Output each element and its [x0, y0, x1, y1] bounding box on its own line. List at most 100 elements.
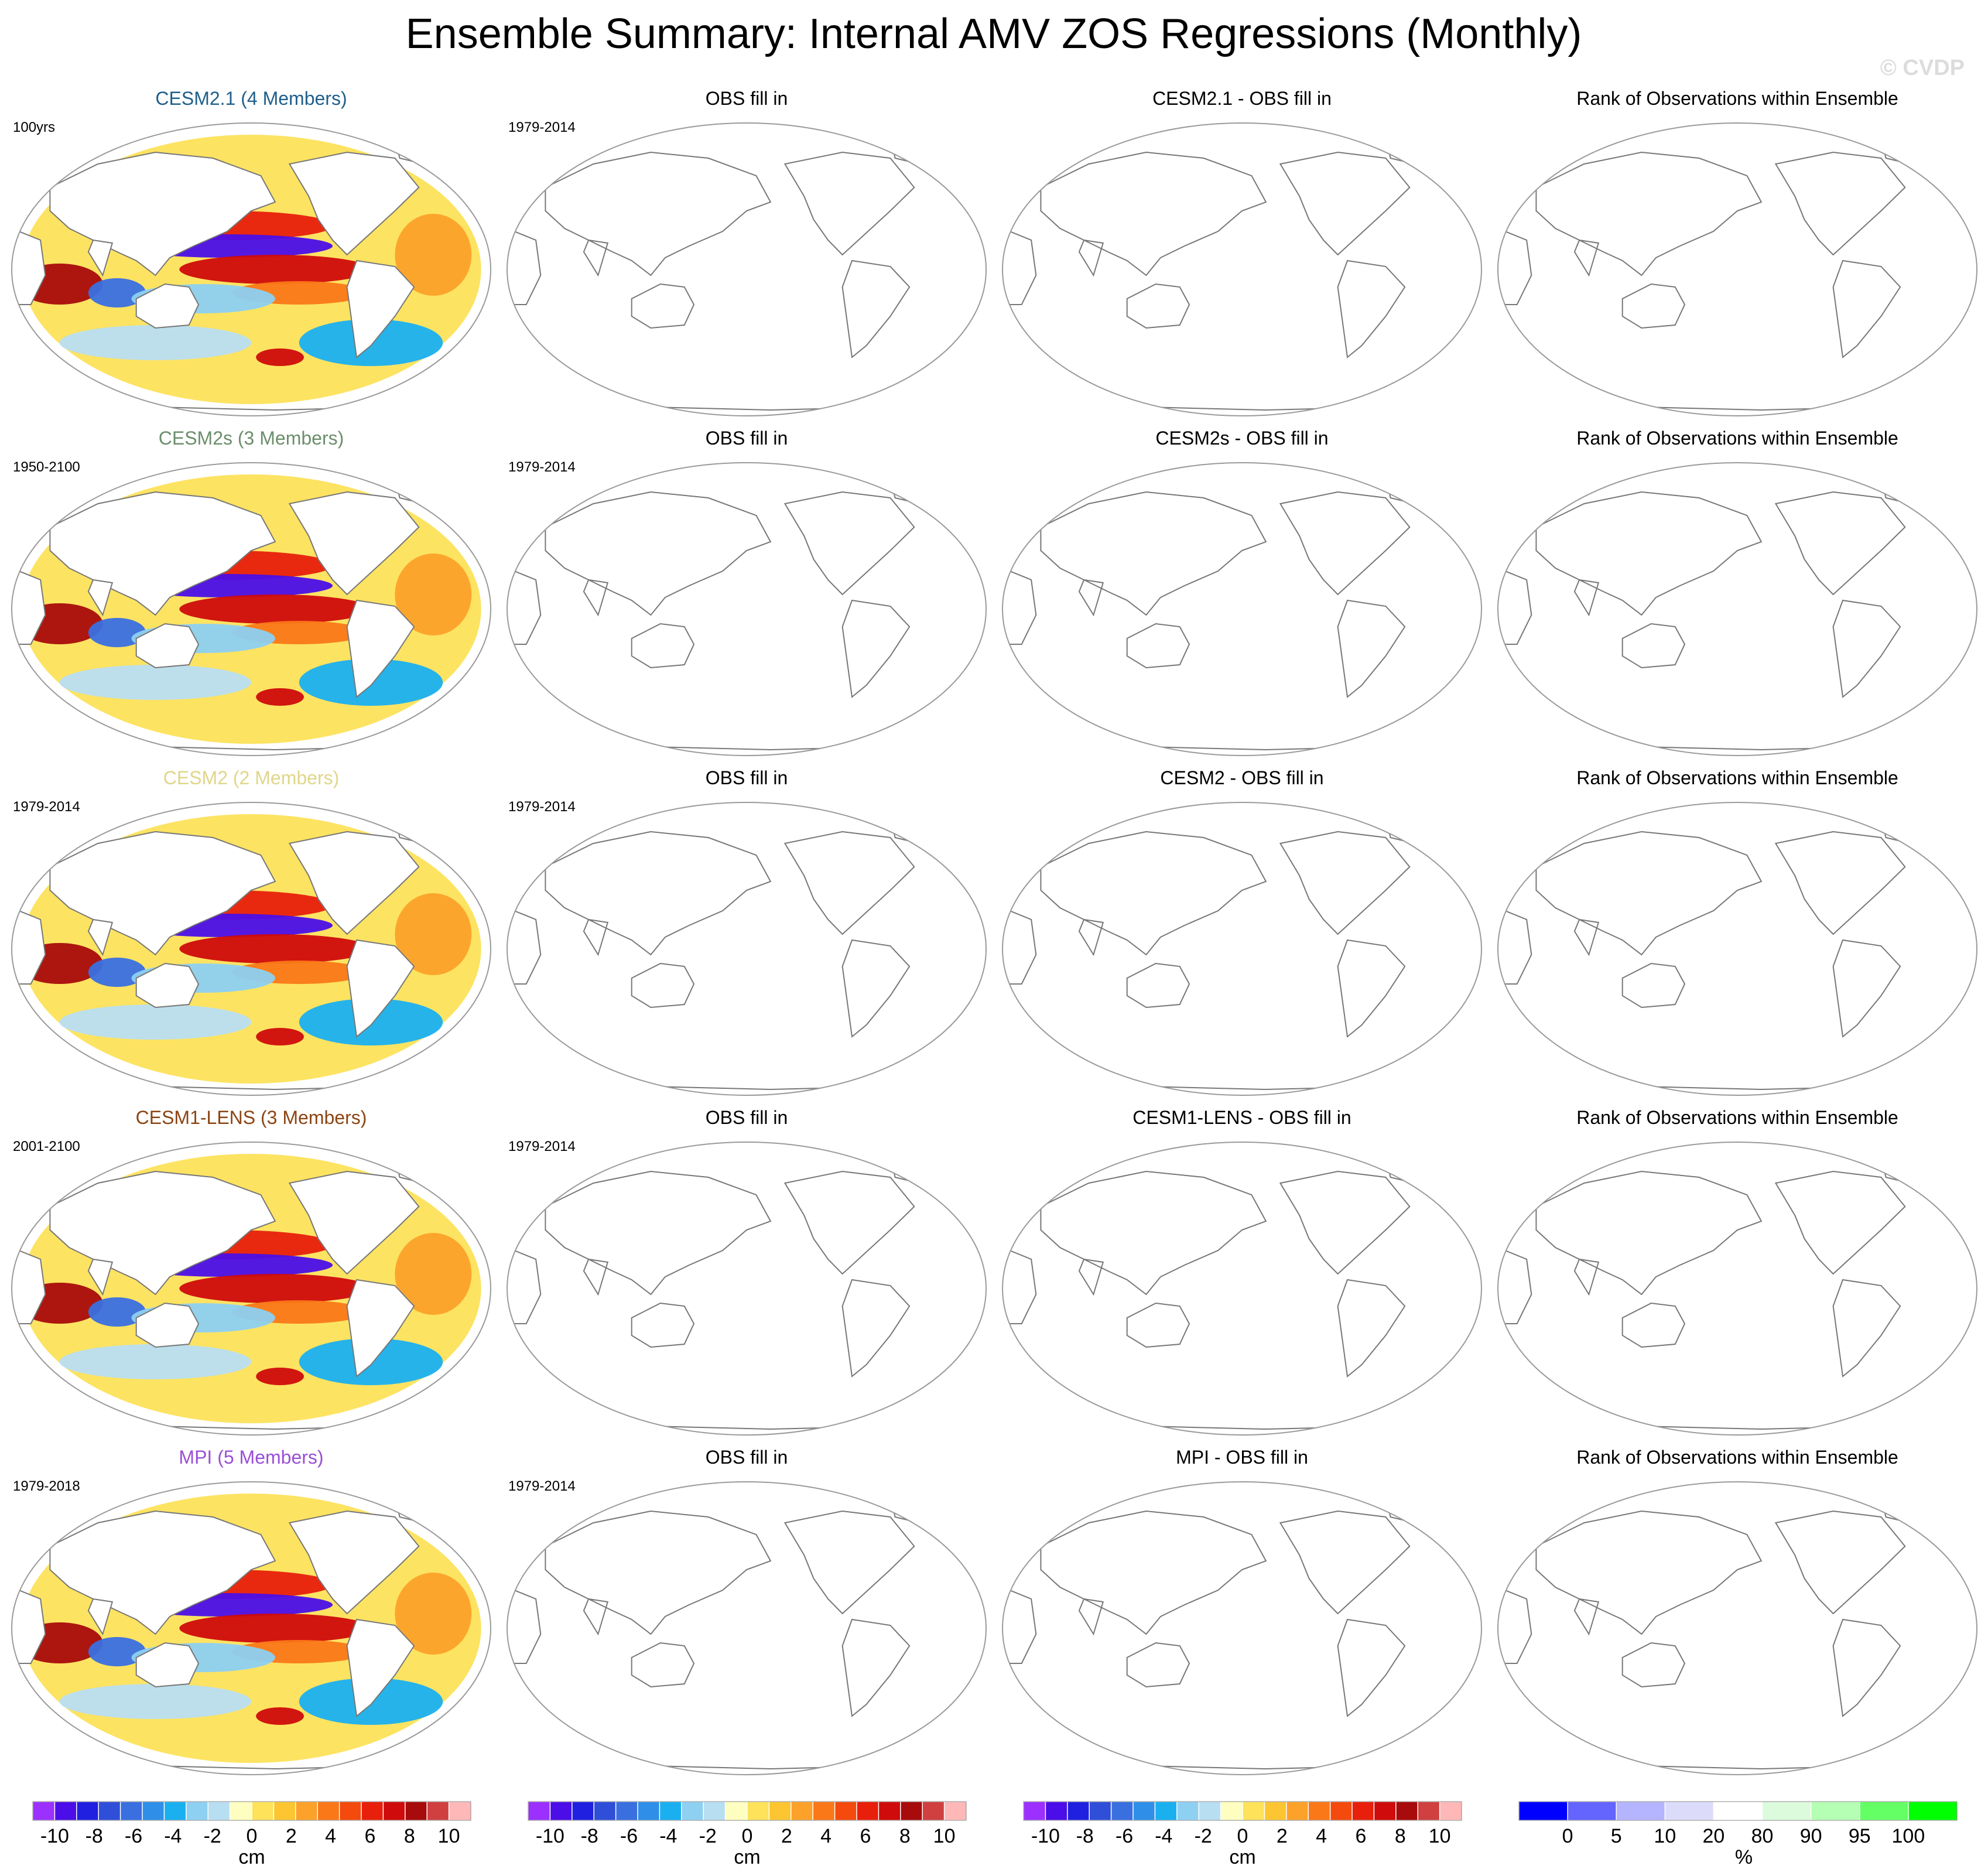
colorbar-swatch — [747, 1801, 770, 1821]
field-patch — [88, 958, 146, 987]
colorbar-swatch — [943, 1801, 967, 1821]
india-outline — [1573, 579, 1600, 617]
antarctica-outline — [536, 1417, 958, 1430]
panel-title: OBS fill in — [706, 428, 788, 449]
map-border — [507, 122, 987, 416]
colorbar-tick-label: -6 — [620, 1825, 638, 1847]
figure-title: Ensemble Summary: Internal AMV ZOS Regre… — [406, 11, 1582, 57]
colorbar-swatch — [572, 1801, 595, 1821]
field-patch — [88, 1637, 146, 1666]
colorbar-swatch — [405, 1801, 428, 1821]
greenland-outline — [889, 1495, 930, 1524]
antarctica-outline — [536, 398, 958, 411]
greenland-outline — [1880, 1156, 1921, 1184]
australia-outline — [135, 1642, 200, 1688]
south-america-outline — [1337, 259, 1406, 358]
north-america-outline — [288, 1170, 420, 1275]
colorbar-swatch — [681, 1801, 704, 1821]
asia-outline — [1535, 1510, 1763, 1635]
colorbar-swatch — [703, 1801, 726, 1821]
difference-panel-3: CESM2 - OBS fill in — [1002, 767, 1482, 1096]
map-border — [1002, 1481, 1482, 1775]
greenland-outline — [1880, 1495, 1921, 1524]
panel-title: CESM1-LENS - OBS fill in — [1132, 1107, 1351, 1128]
colorbar-swatch — [1810, 1801, 1861, 1821]
north-america-outline — [1774, 1170, 1906, 1275]
colorbar-swatch — [1023, 1801, 1046, 1821]
field-patch — [395, 553, 472, 635]
map-border — [11, 1481, 491, 1775]
field-patch — [179, 1274, 371, 1303]
africa-outline — [507, 907, 542, 985]
colorbar-swatch — [186, 1801, 209, 1821]
colorbar-tick-label: 2 — [781, 1825, 792, 1847]
colorbar-tick-label: 80 — [1751, 1825, 1774, 1847]
colorbar-swatch — [1045, 1801, 1069, 1821]
colorbar-tick-label: -2 — [699, 1825, 717, 1847]
antarctica-outline — [1527, 737, 1949, 751]
colorbar-swatch — [1395, 1801, 1419, 1821]
field-patch — [395, 1233, 472, 1315]
colorbar-swatch — [54, 1801, 78, 1821]
north-america-outline — [288, 151, 420, 256]
africa-outline — [507, 567, 542, 645]
panel-title: MPI - OBS fill in — [1176, 1447, 1308, 1468]
panel-title: CESM2.1 (4 Members) — [155, 88, 347, 109]
asia-outline — [1040, 1170, 1267, 1296]
india-outline — [1078, 1598, 1104, 1636]
south-america-outline — [346, 1618, 415, 1717]
field-patch — [256, 1368, 304, 1385]
rank-panel-5: Rank of Observations within Ensemble — [1497, 1447, 1977, 1775]
africa-outline — [507, 1246, 542, 1324]
colorbar-swatch — [32, 1801, 56, 1821]
africa-outline — [1498, 907, 1532, 985]
colorbar-tick-label: -6 — [125, 1825, 142, 1847]
north-america-outline — [1279, 491, 1411, 596]
australia-outline — [1621, 623, 1686, 669]
africa-outline — [12, 907, 46, 985]
colorbar-swatch — [251, 1801, 275, 1821]
difference-panel-5: MPI - OBS fill in — [1002, 1447, 1482, 1775]
colorbar-4: 0 5 10 20 80 90 95 100% — [1518, 1801, 1958, 1868]
model-panel-1: CESM2.1 (4 Members) 100yrs — [11, 88, 491, 416]
period-label: 1979-2014 — [508, 1139, 576, 1154]
colorbar-tick-label: -4 — [164, 1825, 182, 1847]
colorbar-3: -10 -8 -6 -4 -2 0 2 4 6 8 10 cm — [1023, 1801, 1463, 1868]
india-outline — [583, 239, 609, 277]
india-outline — [87, 1258, 114, 1296]
colorbar-swatch — [1132, 1801, 1156, 1821]
greenland-outline — [889, 136, 930, 165]
asia-outline — [545, 1170, 772, 1296]
africa-outline — [1002, 227, 1037, 305]
asia-outline — [1040, 491, 1267, 616]
colorbar-swatch — [207, 1801, 231, 1821]
field-patch — [256, 688, 304, 706]
north-america-outline — [1774, 491, 1906, 596]
greenland-outline — [394, 816, 434, 845]
colorbar-swatch — [659, 1801, 683, 1821]
colorbar-tick-label: 5 — [1611, 1825, 1622, 1847]
antarctica-outline — [1031, 398, 1453, 411]
colorbar-tick-label: 10 — [1429, 1825, 1451, 1847]
colorbar-swatch — [812, 1801, 836, 1821]
colorbar-swatch — [1220, 1801, 1244, 1821]
rank-panel-3: Rank of Observations within Ensemble — [1497, 767, 1977, 1096]
panel-title: MPI (5 Members) — [179, 1447, 323, 1468]
australia-outline — [631, 623, 695, 669]
greenland-outline — [889, 476, 930, 505]
south-america-outline — [841, 1618, 911, 1717]
colorbar-swatch — [229, 1801, 253, 1821]
south-america-outline — [346, 599, 415, 698]
field-patch — [256, 1028, 304, 1045]
india-outline — [1573, 918, 1600, 956]
australia-outline — [135, 1302, 200, 1348]
africa-outline — [1498, 1586, 1532, 1664]
colorbar-swatch — [1154, 1801, 1178, 1821]
colorbar-swatch — [1567, 1801, 1617, 1821]
greenland-outline — [1385, 816, 1425, 845]
map-border — [1002, 1142, 1482, 1436]
colorbar-tick-label: 4 — [1316, 1825, 1327, 1847]
colorbar-tick-label: 4 — [820, 1825, 832, 1847]
africa-outline — [1002, 1586, 1037, 1664]
africa-outline — [1498, 227, 1532, 305]
